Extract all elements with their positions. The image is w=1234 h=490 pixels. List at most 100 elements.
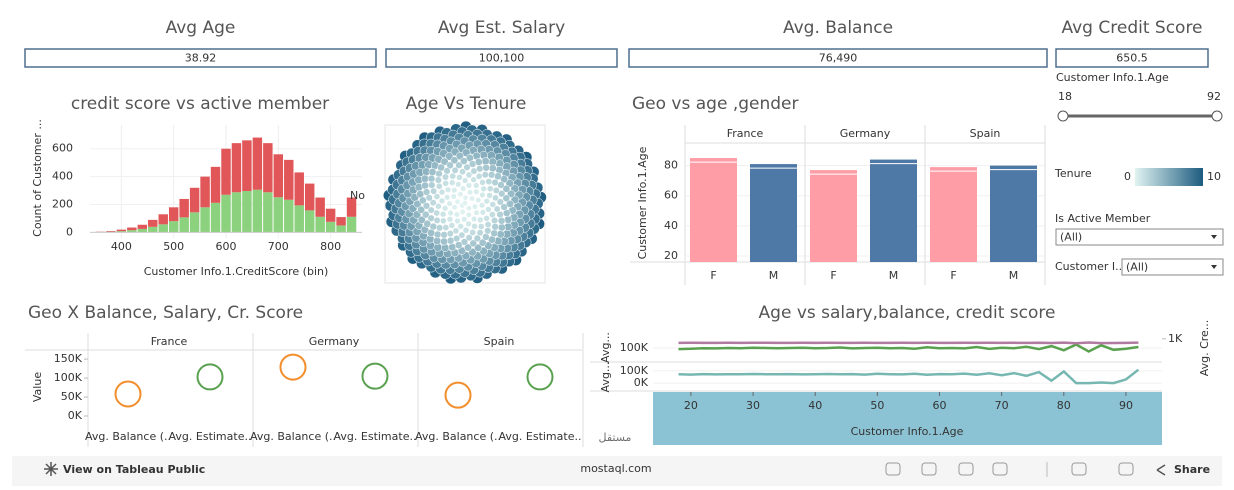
bubble: [454, 241, 463, 249]
dropdown-arrow: [1211, 235, 1217, 239]
filter-label: Is Active Member: [1055, 212, 1151, 225]
bubble: [471, 215, 478, 222]
kpi-title: Avg Est. Salary: [438, 18, 565, 38]
bubble: [491, 178, 499, 187]
x-tick-label: Avg. Estimate..: [499, 430, 582, 443]
toolbar-button-redo[interactable]: [921, 462, 937, 476]
bubble: [493, 205, 501, 213]
bubble: [444, 186, 452, 193]
bubble: [468, 160, 477, 168]
hist-bar: [284, 199, 294, 233]
slider-max: 92: [1207, 90, 1221, 103]
hist-bar: [189, 212, 200, 233]
bubble: [477, 216, 484, 224]
bubble: [443, 167, 451, 175]
bubble: [463, 163, 471, 171]
bubble: [477, 223, 485, 230]
x-tick-label: 30: [746, 399, 760, 412]
slider-handle[interactable]: [1211, 110, 1223, 122]
toolbar-link[interactable]: View on Tableau Public: [63, 463, 205, 476]
slider-handle[interactable]: [1057, 110, 1069, 122]
bubble: [473, 188, 480, 195]
bubble: [448, 243, 457, 252]
bubble: [455, 161, 463, 169]
bubble: [497, 223, 506, 232]
toolbar-button-fullscreen[interactable]: [1118, 462, 1134, 476]
bubble: [429, 199, 437, 207]
bubble: [481, 157, 490, 166]
bubble: [474, 158, 483, 166]
y2-tick-label: 1K: [1168, 332, 1183, 345]
x-tick-label: M: [769, 269, 779, 282]
kpi-box: [24, 48, 377, 68]
bubble: [417, 205, 426, 214]
bubble: [440, 231, 448, 239]
hist-bar: [106, 231, 116, 232]
bubble: [500, 203, 508, 211]
bubble: [442, 173, 449, 181]
chart-title: Geo X Balance, Salary, Cr. Score: [28, 303, 303, 323]
bubble: [462, 227, 470, 234]
toolbar-share[interactable]: Share: [1174, 463, 1210, 476]
chart-title: credit score vs active member: [71, 94, 329, 114]
x-tick-label: 600: [216, 240, 237, 253]
bubble: [492, 194, 499, 202]
x-tick-label: Avg. Balance (..: [415, 430, 501, 443]
bubble: [455, 181, 462, 188]
bubble: [479, 202, 486, 209]
y-axis-label: Avg...: [599, 332, 612, 363]
slider-min: 18: [1058, 90, 1072, 103]
hist-bar: [294, 205, 304, 233]
hist-bar: [304, 210, 315, 233]
legend-max: 10: [1207, 170, 1221, 183]
bubble: [465, 211, 472, 218]
dropdown[interactable]: [1055, 228, 1224, 246]
y-axis-label: Count of Customer ...: [31, 119, 44, 237]
bubble: [451, 187, 458, 194]
toolbar-button-refresh[interactable]: [992, 462, 1008, 476]
bubble: [447, 210, 454, 217]
bubble: [471, 223, 478, 230]
bubble: [451, 166, 459, 174]
hist-bar: [252, 137, 263, 190]
kpi-value: 38.92: [185, 52, 217, 65]
toolbar-button-undo[interactable]: [885, 462, 901, 476]
bubble: [497, 217, 506, 225]
toolbar-icon: [44, 462, 58, 476]
bubble: [498, 190, 506, 198]
bubble: [469, 195, 475, 202]
bubble: [454, 217, 461, 225]
bubble: [419, 196, 427, 205]
x-tick-label: 80: [1057, 399, 1071, 412]
kpi-box: [1055, 48, 1209, 68]
point: [279, 353, 307, 381]
bar: [990, 165, 1037, 262]
hist-bar: [242, 190, 252, 233]
bubble: [483, 198, 490, 205]
dropdown[interactable]: [1121, 258, 1224, 276]
x-axis-band: [653, 392, 1162, 445]
bubble: [473, 209, 480, 216]
bubble: [492, 186, 500, 194]
bubble: [428, 181, 436, 189]
bubble: [479, 179, 486, 186]
bubble: [459, 208, 466, 215]
point: [444, 381, 472, 409]
bubble: [482, 233, 490, 241]
line: [678, 341, 1139, 345]
filter-label: Customer I...: [1055, 260, 1126, 273]
hist-bar: [158, 214, 168, 225]
toolbar-button-download[interactable]: [1071, 462, 1087, 476]
hist-bar: [158, 224, 168, 233]
bubble: [486, 185, 494, 192]
hist-bar: [346, 216, 357, 233]
bubble: [473, 182, 480, 189]
bubble: [496, 210, 504, 219]
bubble: [459, 168, 466, 176]
bubble: [467, 189, 473, 196]
bar: [930, 167, 977, 262]
panel-header: Germany: [309, 335, 360, 348]
toolbar: [12, 456, 1222, 486]
toolbar-button-revert[interactable]: [958, 462, 974, 476]
hist-bar: [200, 207, 210, 233]
